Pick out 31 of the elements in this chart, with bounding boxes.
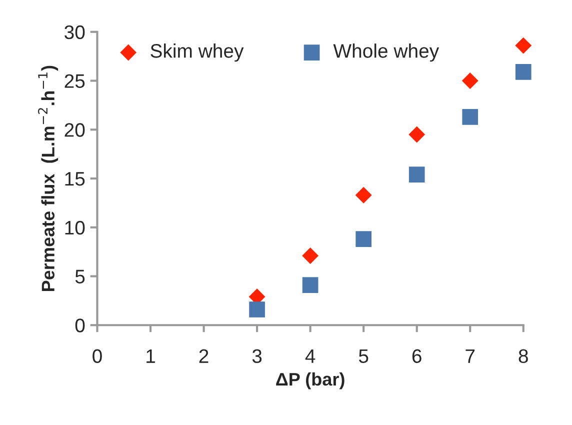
x-axis-title: ΔP (bar) bbox=[276, 372, 344, 390]
legend-label: Skim whey bbox=[150, 44, 244, 62]
y-tick-label: 15 bbox=[65, 172, 85, 186]
x-tick-label: 4 bbox=[305, 349, 316, 363]
point bbox=[515, 64, 532, 80]
point bbox=[408, 126, 426, 143]
y-axis-title: Permeate flux (L.m$^{−2}$.h$^{−1}$) bbox=[38, 66, 58, 291]
point bbox=[249, 302, 265, 318]
point bbox=[356, 231, 372, 248]
point bbox=[302, 277, 318, 293]
x-tick-label: 1 bbox=[146, 349, 155, 363]
x-tick-label: 7 bbox=[466, 349, 475, 363]
point bbox=[462, 72, 478, 89]
point bbox=[462, 109, 478, 125]
legend-label: Whole whey bbox=[333, 44, 440, 62]
point bbox=[515, 37, 532, 54]
y-tick-label: 20 bbox=[64, 123, 85, 137]
x-tick-label: 0 bbox=[92, 349, 102, 364]
x-tick-label: 3 bbox=[252, 349, 262, 364]
y-tick-label: 25 bbox=[64, 74, 85, 88]
y-tick-label: 30 bbox=[64, 25, 85, 40]
point bbox=[355, 186, 372, 204]
y-tick-label: 10 bbox=[65, 220, 85, 235]
point bbox=[408, 166, 425, 183]
x-tick-label: 6 bbox=[412, 349, 422, 364]
x-tick-label: 2 bbox=[199, 349, 208, 363]
x-tick-label: 5 bbox=[358, 349, 368, 364]
y-tick-label: 0 bbox=[75, 318, 85, 332]
y-tick-label: 5 bbox=[75, 270, 85, 284]
x-tick-label: 8 bbox=[518, 349, 528, 364]
point bbox=[302, 248, 319, 264]
